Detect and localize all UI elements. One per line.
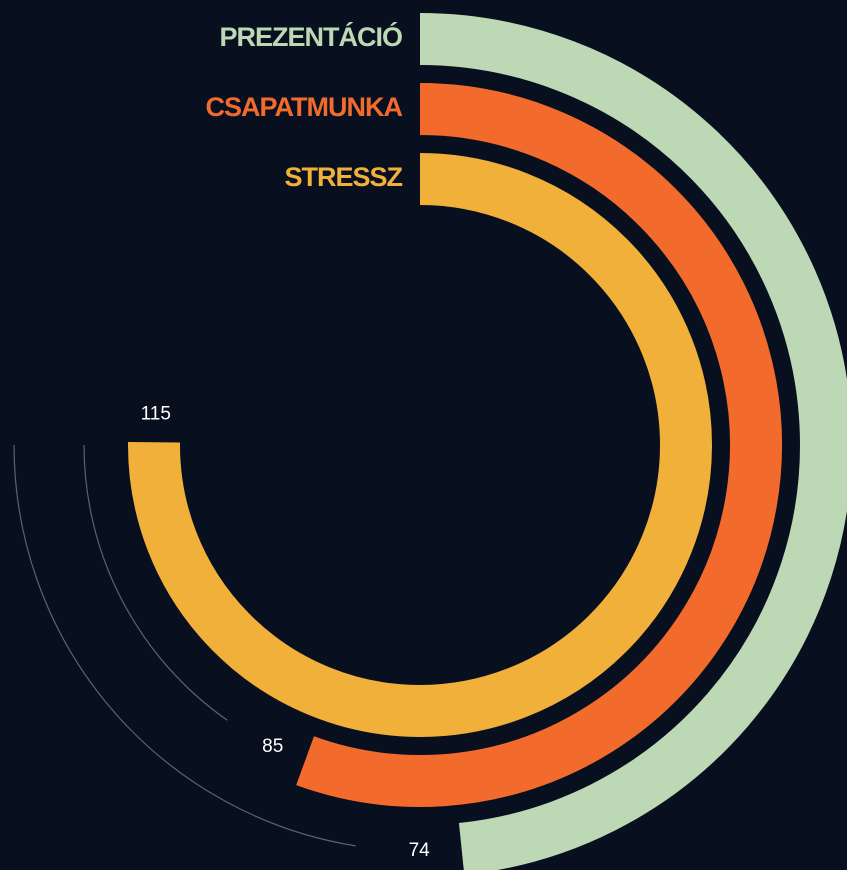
value-label: 115 xyxy=(141,403,171,424)
category-label: STRESSZ xyxy=(284,162,402,192)
guide-line xyxy=(13,444,356,847)
value-label: 74 xyxy=(409,840,431,861)
guide-line xyxy=(83,444,228,721)
value-label: 85 xyxy=(262,736,283,757)
radial-bar xyxy=(296,83,782,807)
category-label: PREZENTÁCIÓ xyxy=(219,21,402,52)
radial-bar xyxy=(128,153,712,737)
radial-bar xyxy=(419,13,847,870)
category-label: CSAPATMUNKA xyxy=(206,92,403,122)
